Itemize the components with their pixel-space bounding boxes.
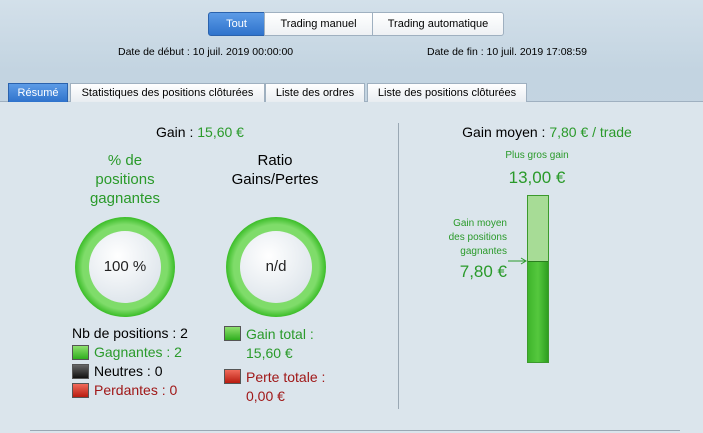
average-label: Gain moyen : <box>462 124 546 140</box>
legend-icon <box>224 326 241 341</box>
ratio-title: Ratio Gains/Pertes <box>210 151 340 189</box>
label-line: gagnantes <box>460 246 507 257</box>
end-value: 10 juil. 2019 17:08:59 <box>486 46 587 58</box>
positions-winners: Gagnantes : 2 <box>94 344 182 360</box>
label-line: des positions <box>448 232 507 243</box>
legend-icon <box>224 369 241 384</box>
gauge-value: 100 % <box>89 231 161 303</box>
positions-losers: Perdantes : 0 <box>94 382 178 398</box>
max-gain-value: 13,00 € <box>508 168 566 187</box>
gain: Gain : 15,60 € <box>156 124 244 140</box>
divider <box>30 430 680 431</box>
total-gain-value: 15,60 € <box>246 345 293 361</box>
title-line: % de <box>107 152 143 169</box>
legend-icon <box>72 383 89 398</box>
win-rate-gauge: 100 % <box>75 217 175 317</box>
win-rate-title: % de positions gagnantes <box>60 151 190 208</box>
average-value: 7,80 € / trade <box>549 124 632 140</box>
positions-total: Nb de positions : 2 <box>72 325 188 341</box>
ratio-gauge: n/d <box>226 217 326 317</box>
filter-button[interactable]: Trading manuel <box>264 12 373 36</box>
title-line: Gains/Pertes <box>231 171 319 188</box>
start-value: 10 juil. 2019 00:00:00 <box>192 46 294 58</box>
tab[interactable]: Liste des positions clôturées <box>367 83 527 102</box>
label-line: Gain moyen <box>453 218 507 229</box>
title-line: gagnantes <box>89 190 161 207</box>
legend-icon <box>72 345 89 360</box>
max-gain-label: Plus gros gain <box>505 150 569 161</box>
divider <box>398 123 399 409</box>
gain-label: Gain : <box>156 124 194 140</box>
winners-average-value: 7,80 € <box>459 262 507 281</box>
title-line: positions <box>95 171 155 188</box>
total-loss: Perte totale : 0,00 € <box>246 368 325 406</box>
tab[interactable]: Liste des ordres <box>265 83 365 102</box>
gain-bar <box>527 195 549 363</box>
legend-icon <box>72 364 89 379</box>
gain-value: 15,60 € <box>197 124 244 140</box>
average-gain: Gain moyen : 7,80 € / trade <box>400 124 694 140</box>
end-date: Date de fin : 10 juil. 2019 17:08:59 <box>427 46 587 58</box>
tab[interactable]: Résumé <box>8 83 68 102</box>
start-date: Date de début : 10 juil. 2019 00:00:00 <box>118 46 293 58</box>
gain-bar-fill <box>528 261 548 362</box>
arrow <box>508 257 527 265</box>
total-gain: Gain total : 15,60 € <box>246 325 314 363</box>
end-label: Date de fin : <box>427 46 484 58</box>
tab[interactable]: Statistiques des positions clôturées <box>70 83 265 102</box>
filter-button[interactable]: Trading automatique <box>372 12 504 36</box>
total-loss-label: Perte totale : <box>246 369 326 385</box>
winners-average-label: Gain moyen des positions gagnantes <box>395 217 507 259</box>
gauge-value: n/d <box>240 231 312 303</box>
total-loss-value: 0,00 € <box>246 388 285 404</box>
total-gain-label: Gain total : <box>246 326 314 342</box>
start-label: Date de début : <box>118 46 190 58</box>
title-line: Ratio <box>257 152 293 169</box>
filter-button[interactable]: Tout <box>208 12 265 36</box>
positions-neutral: Neutres : 0 <box>94 363 163 379</box>
